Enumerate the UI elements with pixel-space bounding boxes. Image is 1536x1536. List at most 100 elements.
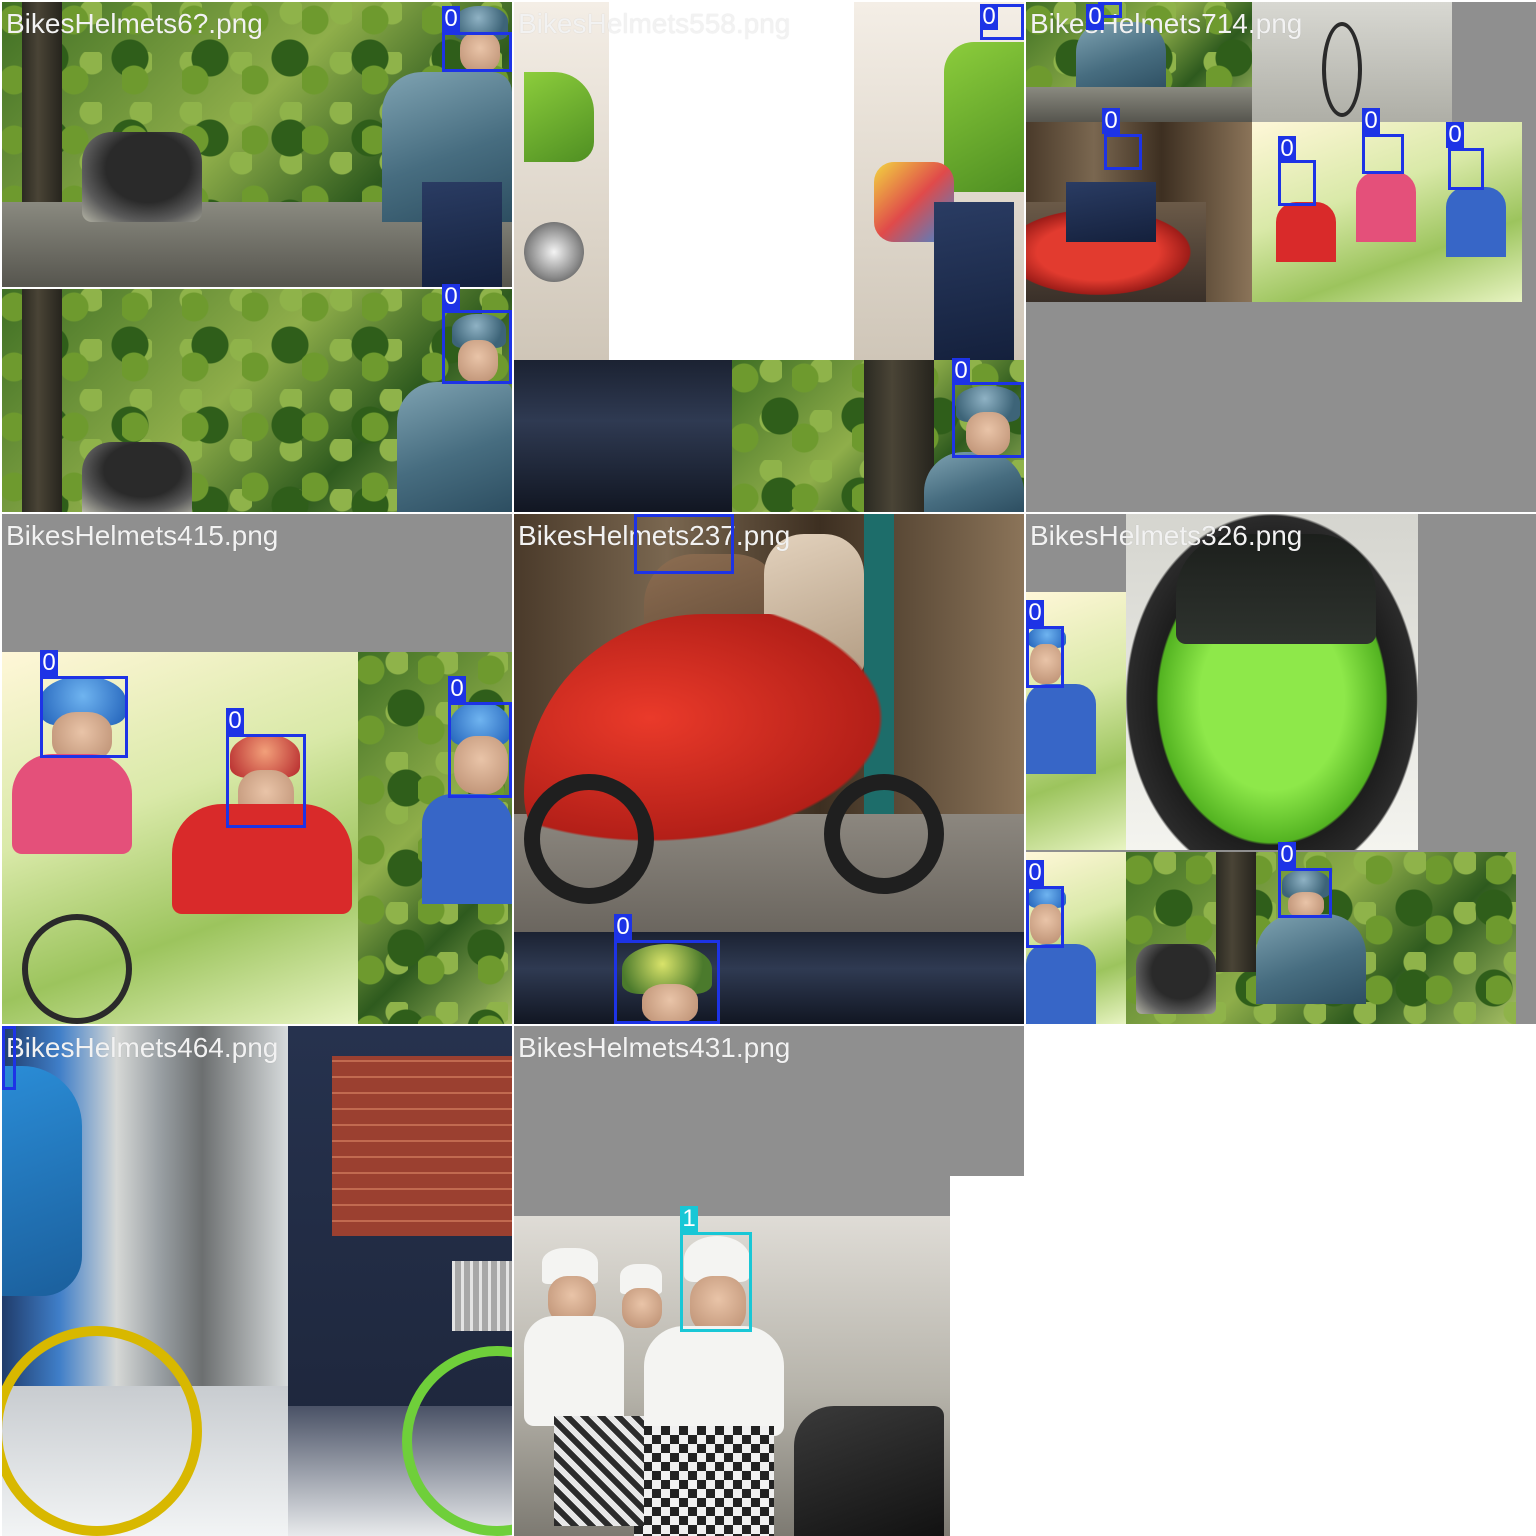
detection-label: 0 — [1102, 108, 1120, 134]
tile-filename: BikesHelmets415.png — [6, 520, 279, 551]
road — [1026, 87, 1252, 122]
mosaic-tile-4[interactable]: BikesHelmets415.png 0 0 0 — [2, 514, 512, 1024]
detection-label: 0 — [448, 676, 466, 702]
detection-box[interactable] — [1278, 160, 1316, 206]
mosaic-tile-7[interactable]: BikesHelmets464.png 0 — [2, 1026, 512, 1536]
cyclist-jacket — [2, 1066, 82, 1296]
scooter-wheel — [524, 774, 654, 904]
bicycle-wheel — [1322, 22, 1362, 117]
detection-label: 0 — [1278, 842, 1296, 868]
child-shirt — [1356, 172, 1416, 242]
tree-trunk — [1216, 852, 1256, 972]
bicycle-wheel — [22, 914, 132, 1024]
child-face — [1030, 644, 1062, 684]
detection-label: 0 — [1278, 136, 1296, 162]
detection-label: 0 — [226, 708, 244, 734]
child-helmet — [1028, 626, 1066, 648]
motorbike — [794, 1406, 944, 1536]
detection-box[interactable] — [40, 676, 128, 758]
detection-box[interactable] — [2, 1026, 16, 1090]
rider-sleeve — [524, 72, 594, 162]
parked-car — [82, 132, 202, 222]
rider-legs — [1066, 182, 1156, 242]
padding-region — [2, 514, 512, 652]
detection-box[interactable] — [1104, 134, 1142, 170]
tree-trunk — [864, 360, 934, 512]
tree-trunk — [22, 289, 62, 512]
parked-car — [1136, 944, 1216, 1014]
sarong — [554, 1416, 644, 1526]
detection-label: 0 — [442, 6, 460, 32]
rider-legs — [934, 202, 1014, 360]
detection-label: 1 — [680, 1206, 698, 1232]
brick-wall — [332, 1056, 512, 1236]
mosaic-tile-6[interactable]: BikesHelmets326.png 0 0 0 — [1026, 514, 1536, 1024]
tile-filename: BikesHelmets714.png — [1030, 8, 1303, 39]
child-shirt — [524, 1316, 624, 1426]
mosaic-tile-1[interactable]: BikesHelmets6?.png 0 0 — [2, 2, 512, 512]
tile-filename: BikesHelmets326.png — [1030, 520, 1303, 551]
tile-filename: BikesHelmets558.png — [518, 8, 791, 39]
cyclist-face — [460, 32, 500, 72]
detection-box[interactable] — [442, 310, 512, 384]
cyclist-face — [458, 340, 498, 382]
rider-suit — [1176, 534, 1376, 644]
detection-box[interactable] — [1448, 148, 1484, 190]
child-face — [52, 712, 112, 762]
detection-label: 0 — [1446, 122, 1464, 148]
cyclist-jeans — [422, 182, 502, 287]
photo-background — [514, 360, 732, 512]
child-shirt — [12, 754, 132, 854]
child-shirt — [422, 794, 512, 904]
mosaic-tile-2[interactable]: BikesHelmets558.png 0 0 — [514, 2, 1024, 512]
sarong — [634, 1426, 774, 1536]
detection-box[interactable] — [1278, 868, 1332, 918]
detection-box[interactable] — [1026, 626, 1064, 688]
mosaic-tile-3[interactable]: BikesHelmets714.png 0 0 0 0 0 — [1026, 2, 1536, 512]
blank-region — [950, 1176, 1024, 1536]
cyclist-shirt — [924, 452, 1024, 512]
cyclist-shirt — [1256, 914, 1366, 1004]
detection-box[interactable] — [226, 734, 306, 828]
child-face — [454, 736, 508, 794]
child-face — [1030, 904, 1062, 944]
detection-label: 0 — [1362, 108, 1380, 134]
child-shirt — [1026, 944, 1096, 1024]
tile-filename: BikesHelmets464.png — [6, 1032, 279, 1063]
detection-label: 0 — [614, 914, 632, 940]
detection-box[interactable] — [448, 702, 512, 798]
mosaic-tile-5[interactable]: BikesHelmets237.png 0 0 — [514, 514, 1024, 1024]
motorbike-headlight — [524, 222, 584, 282]
child-helmet — [1028, 886, 1066, 908]
padding-region — [514, 1026, 1024, 1176]
tile-filename: BikesHelmets237.png — [518, 520, 791, 551]
bicycle-basket — [452, 1261, 512, 1331]
child-shirt — [1276, 202, 1336, 262]
rider-jacket — [944, 42, 1024, 192]
detection-box[interactable] — [1362, 134, 1404, 174]
detection-box[interactable] — [952, 382, 1024, 458]
scooter-wheel — [824, 774, 944, 894]
detection-label: 0 — [980, 4, 998, 30]
detection-box[interactable] — [680, 1232, 752, 1332]
bicycle-wheel — [2, 1326, 202, 1536]
detection-box[interactable] — [1026, 886, 1064, 948]
tile-filename: BikesHelmets431.png — [518, 1032, 791, 1063]
detection-box[interactable] — [614, 940, 720, 1024]
cyclist-face — [1288, 892, 1324, 918]
detection-label: 0 — [952, 358, 970, 384]
cyclist-face — [966, 412, 1010, 456]
detection-label: 0 — [40, 650, 58, 676]
head-wrap — [684, 1236, 750, 1282]
parked-car — [82, 442, 192, 512]
child-face — [690, 1276, 746, 1334]
padding-region — [514, 1176, 950, 1216]
detection-label: 0 — [442, 284, 460, 310]
photo-background — [514, 2, 609, 360]
child-shirt — [1446, 187, 1506, 257]
mosaic-tile-8[interactable]: BikesHelmets431.png 1 — [514, 1026, 1024, 1536]
photo-background — [514, 932, 1024, 1024]
detection-box[interactable] — [442, 32, 512, 72]
detection-box[interactable] — [634, 514, 734, 574]
cyclist-face — [642, 984, 698, 1024]
